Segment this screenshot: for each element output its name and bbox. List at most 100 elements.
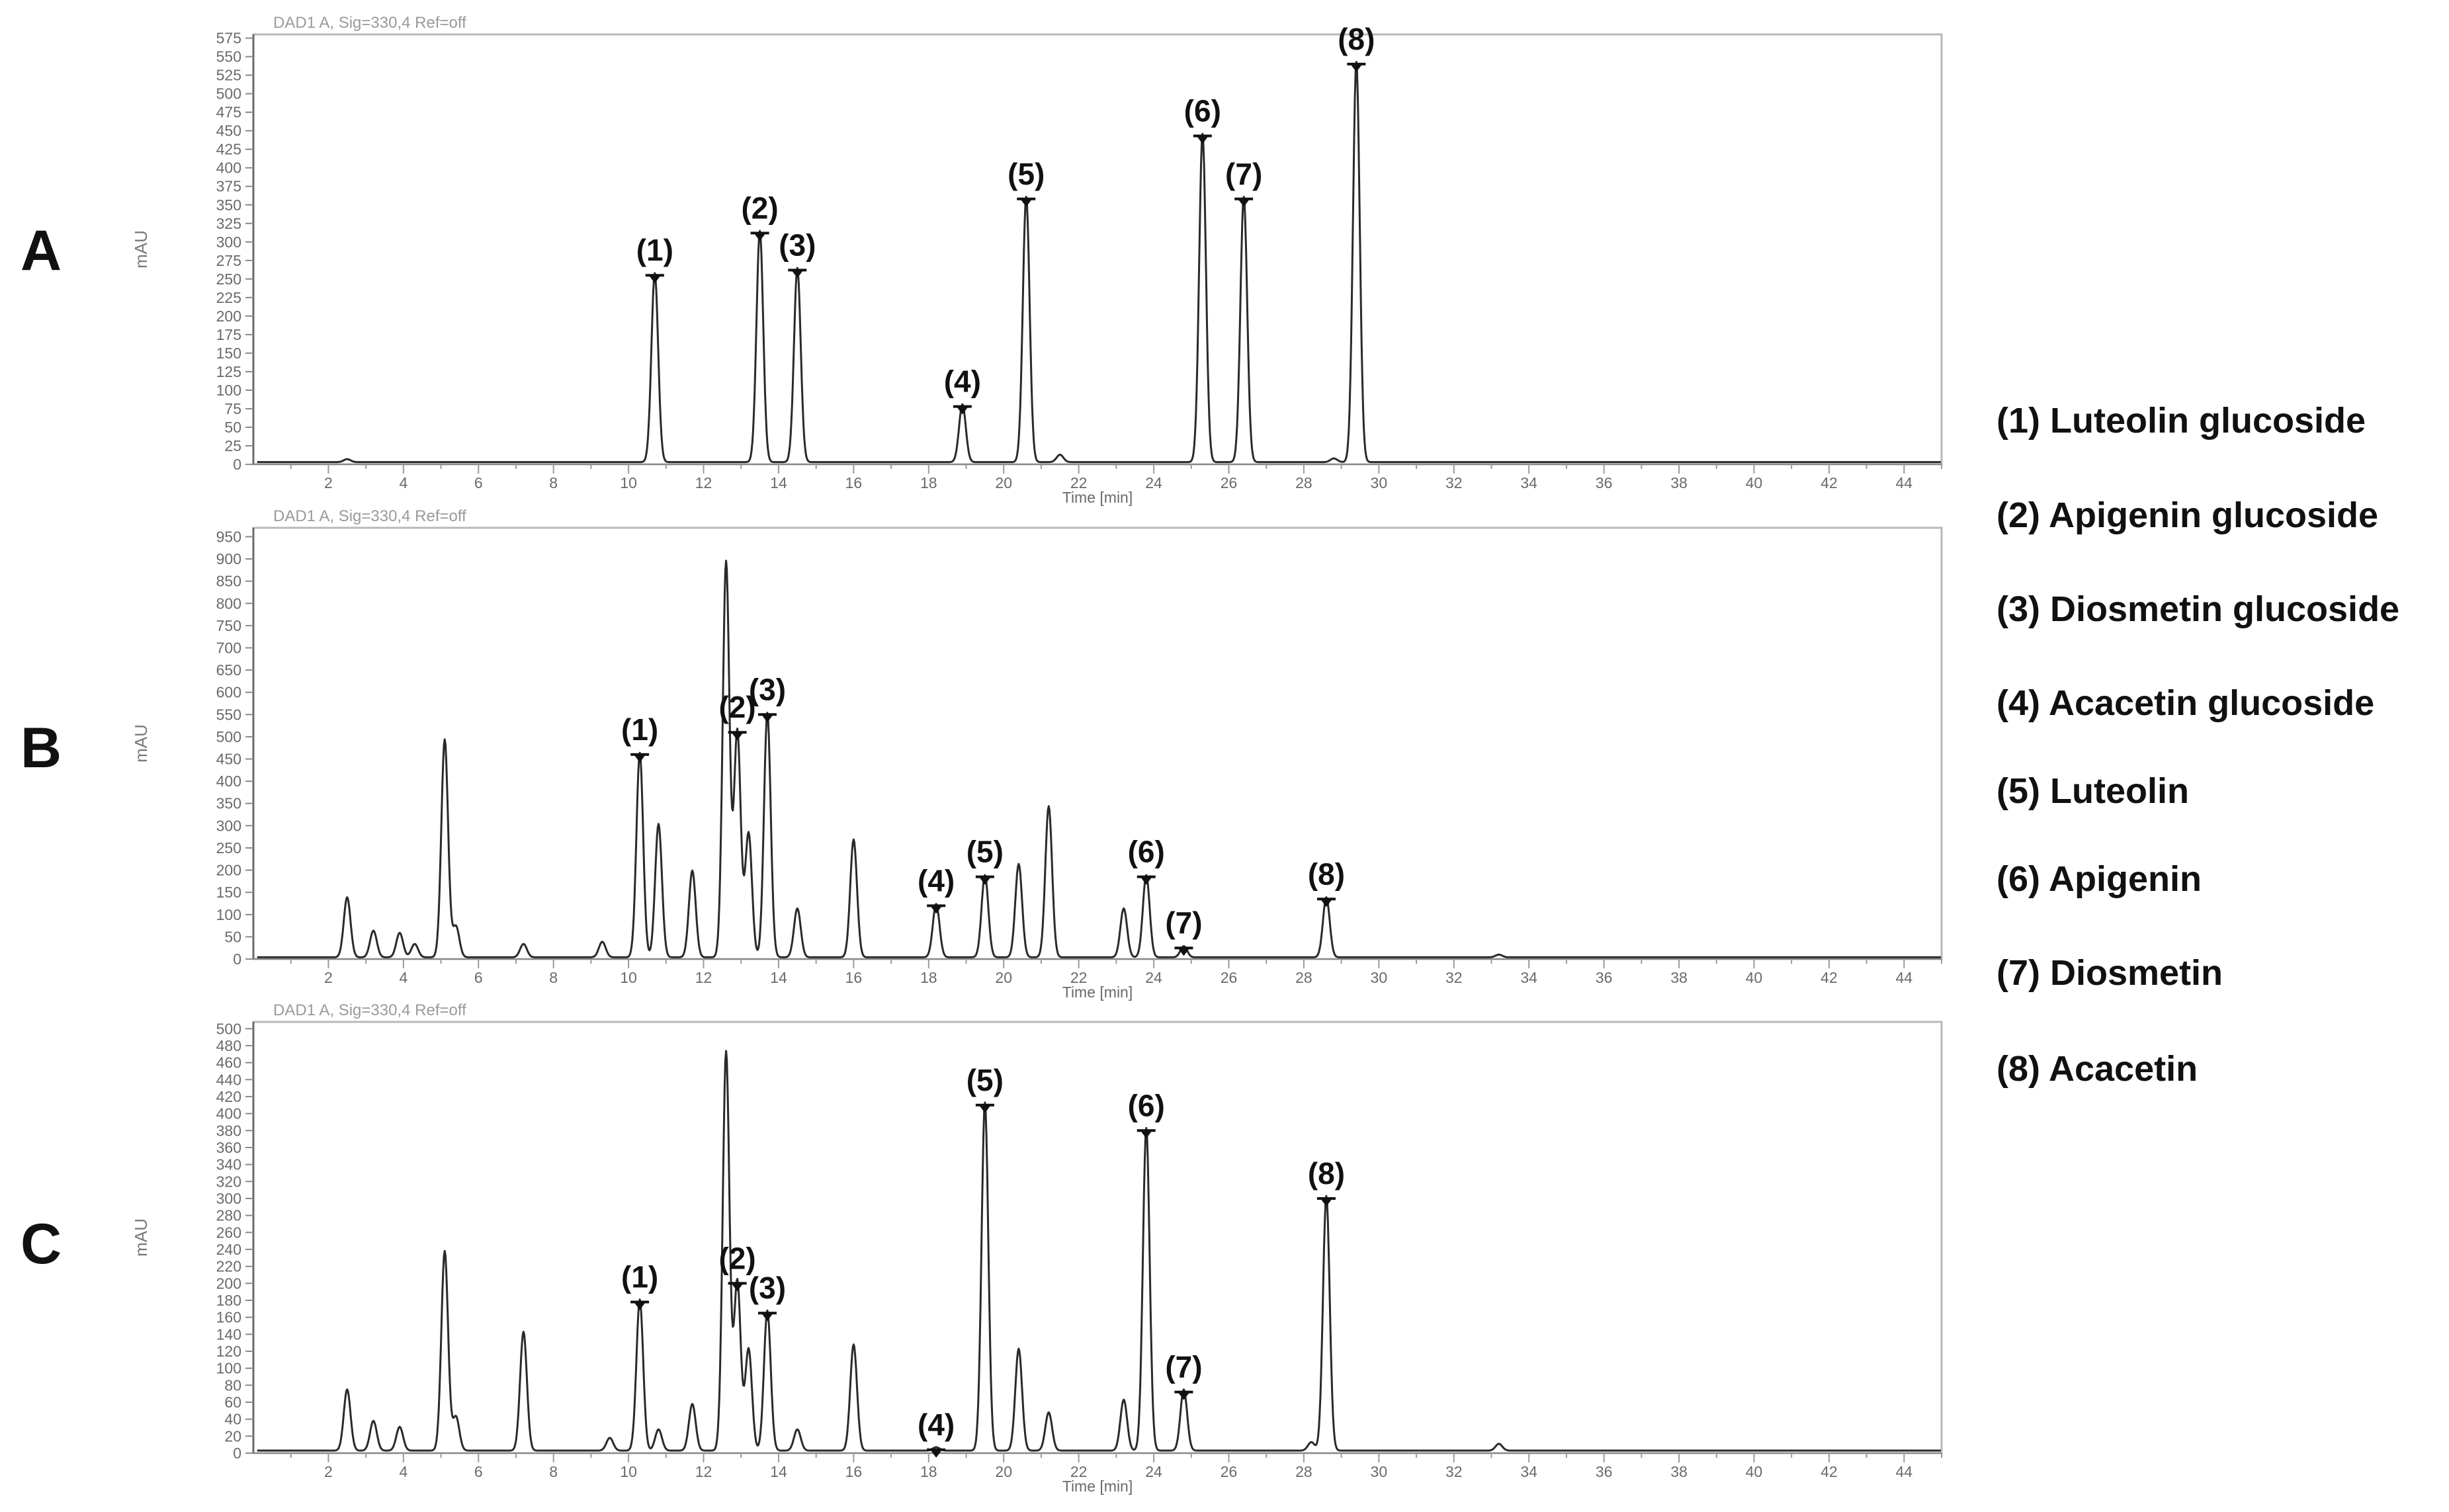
y-tick-label: 650 <box>216 661 241 679</box>
x-tick-label: 22 <box>1070 474 1088 491</box>
y-tick-label: 200 <box>216 308 241 325</box>
x-tick-label: 8 <box>549 1463 558 1480</box>
y-tick-label: 850 <box>216 573 241 590</box>
y-tick-label: 380 <box>216 1122 241 1139</box>
y-tick-label: 300 <box>216 817 241 834</box>
y-tick-label: 500 <box>216 1020 241 1037</box>
chromatogram-trace <box>257 61 1942 464</box>
plot-frame <box>252 526 1943 960</box>
compound-legend: (1) Luteolin glucoside (2) Apigenin gluc… <box>1997 0 2449 1124</box>
y-tick-label: 240 <box>216 1241 241 1258</box>
y-tick-label: 50 <box>224 928 241 945</box>
peak-marker-head <box>761 1313 773 1322</box>
x-tick-label: 18 <box>920 474 937 491</box>
y-tick-label: 700 <box>216 639 241 656</box>
y-tick-label: 900 <box>216 550 241 567</box>
legend-item-apigenin-glucoside: (2) Apigenin glucoside <box>1997 495 2379 535</box>
x-tick-label: 24 <box>1145 474 1162 491</box>
y-tick-label: 0 <box>233 1445 241 1462</box>
x-tick-label: 40 <box>1746 474 1763 491</box>
y-tick-label: 100 <box>216 1360 241 1377</box>
peak-label: (8) <box>1308 857 1345 891</box>
peak-label: (5) <box>1008 157 1045 191</box>
legend-item-diosmetin-glucoside: (3) Diosmetin glucoside <box>1997 589 2400 629</box>
y-tick-label: 60 <box>224 1394 241 1411</box>
y-tick-label: 50 <box>224 419 241 436</box>
peak-label: (5) <box>967 835 1004 869</box>
x-tick-label: 26 <box>1221 969 1238 986</box>
y-tick-label: 0 <box>233 950 241 968</box>
x-tick-label: 32 <box>1445 474 1463 491</box>
y-tick-label: 325 <box>216 215 241 232</box>
y-tick-label: 0 <box>233 456 241 473</box>
x-tick-label: 24 <box>1145 1463 1162 1480</box>
y-tick-label: 525 <box>216 67 241 84</box>
y-axis-label: mAU <box>131 724 151 763</box>
x-tick-label: 38 <box>1670 1463 1688 1480</box>
x-tick-label: 6 <box>474 474 483 491</box>
x-tick-label: 10 <box>620 1463 637 1480</box>
x-axis-label: Time [min] <box>1062 984 1133 1001</box>
y-tick-label: 40 <box>224 1411 241 1428</box>
peak-label: (8) <box>1308 1156 1345 1191</box>
x-tick-label: 26 <box>1221 1463 1238 1480</box>
peak-marker-head <box>1178 1392 1190 1400</box>
peak-marker-head <box>978 876 991 885</box>
y-tick-label: 400 <box>216 1105 241 1122</box>
x-tick-label: 14 <box>770 969 787 986</box>
legend-item-luteolin-glucoside: (1) Luteolin glucoside <box>1997 401 2366 441</box>
y-axis-label: mAU <box>131 1218 151 1257</box>
x-tick-label: 12 <box>695 969 712 986</box>
y-tick-label: 225 <box>216 289 241 306</box>
x-tick-label: 16 <box>845 474 863 491</box>
x-tick-label: 34 <box>1520 474 1537 491</box>
x-tick-label: 16 <box>845 969 863 986</box>
y-tick-label: 280 <box>216 1207 241 1224</box>
y-tick-label: 150 <box>216 884 241 901</box>
y-tick-label: 75 <box>224 400 241 417</box>
x-tick-label: 40 <box>1746 1463 1763 1480</box>
y-tick-label: 260 <box>216 1224 241 1241</box>
y-tick-label: 575 <box>216 30 241 47</box>
x-tick-label: 38 <box>1670 474 1688 491</box>
x-tick-label: 22 <box>1070 1463 1088 1480</box>
x-tick-label: 4 <box>399 1463 408 1480</box>
x-tick-label: 2 <box>324 1463 333 1480</box>
y-tick-label: 100 <box>216 382 241 399</box>
x-tick-label: 6 <box>474 1463 483 1480</box>
y-tick-label: 420 <box>216 1088 241 1105</box>
y-tick-label: 150 <box>216 345 241 362</box>
y-tick-label: 120 <box>216 1343 241 1360</box>
y-tick-label: 275 <box>216 252 241 269</box>
peak-marker-head <box>1238 198 1250 207</box>
y-tick-label: 300 <box>216 1190 241 1207</box>
chromatogram-panel-b: B DAD1 A, Sig=330,4 Ref=off mAU 0 50 100 150 20… <box>21 507 1943 1001</box>
y-tick-label: 500 <box>216 85 241 103</box>
x-tick-label: 38 <box>1670 969 1688 986</box>
legend-item-luteolin: (5) Luteolin <box>1997 771 2189 811</box>
y-tick-label: 450 <box>216 751 241 768</box>
x-tick-label: 28 <box>1295 474 1312 491</box>
legend-item-acacetin-glucoside: (4) Acacetin glucoside <box>1997 683 2375 723</box>
y-tick-label: 550 <box>216 48 241 65</box>
y-tick-label: 140 <box>216 1325 241 1343</box>
x-tick-label: 44 <box>1895 969 1912 986</box>
x-tick-label: 2 <box>324 969 333 986</box>
y-tick-label: 175 <box>216 326 241 343</box>
y-tick-label: 480 <box>216 1037 241 1054</box>
peak-label: (3) <box>779 228 816 262</box>
x-tick-label: 44 <box>1895 1463 1912 1480</box>
y-tick-label: 300 <box>216 233 241 251</box>
peak-label: (4) <box>944 364 981 399</box>
y-tick-label: 200 <box>216 862 241 879</box>
peak-label: (7) <box>1165 1350 1202 1384</box>
peak-marker-head <box>1320 899 1332 907</box>
peak-label: (4) <box>918 863 955 898</box>
peak-marker-head <box>1140 1130 1152 1139</box>
peak-marker-head <box>1196 136 1209 144</box>
peak-marker-head <box>634 1302 646 1310</box>
peak-label: (3) <box>749 672 786 706</box>
x-tick-label: 20 <box>995 969 1012 986</box>
x-tick-label: 44 <box>1895 474 1912 491</box>
y-tick-label: 550 <box>216 706 241 723</box>
